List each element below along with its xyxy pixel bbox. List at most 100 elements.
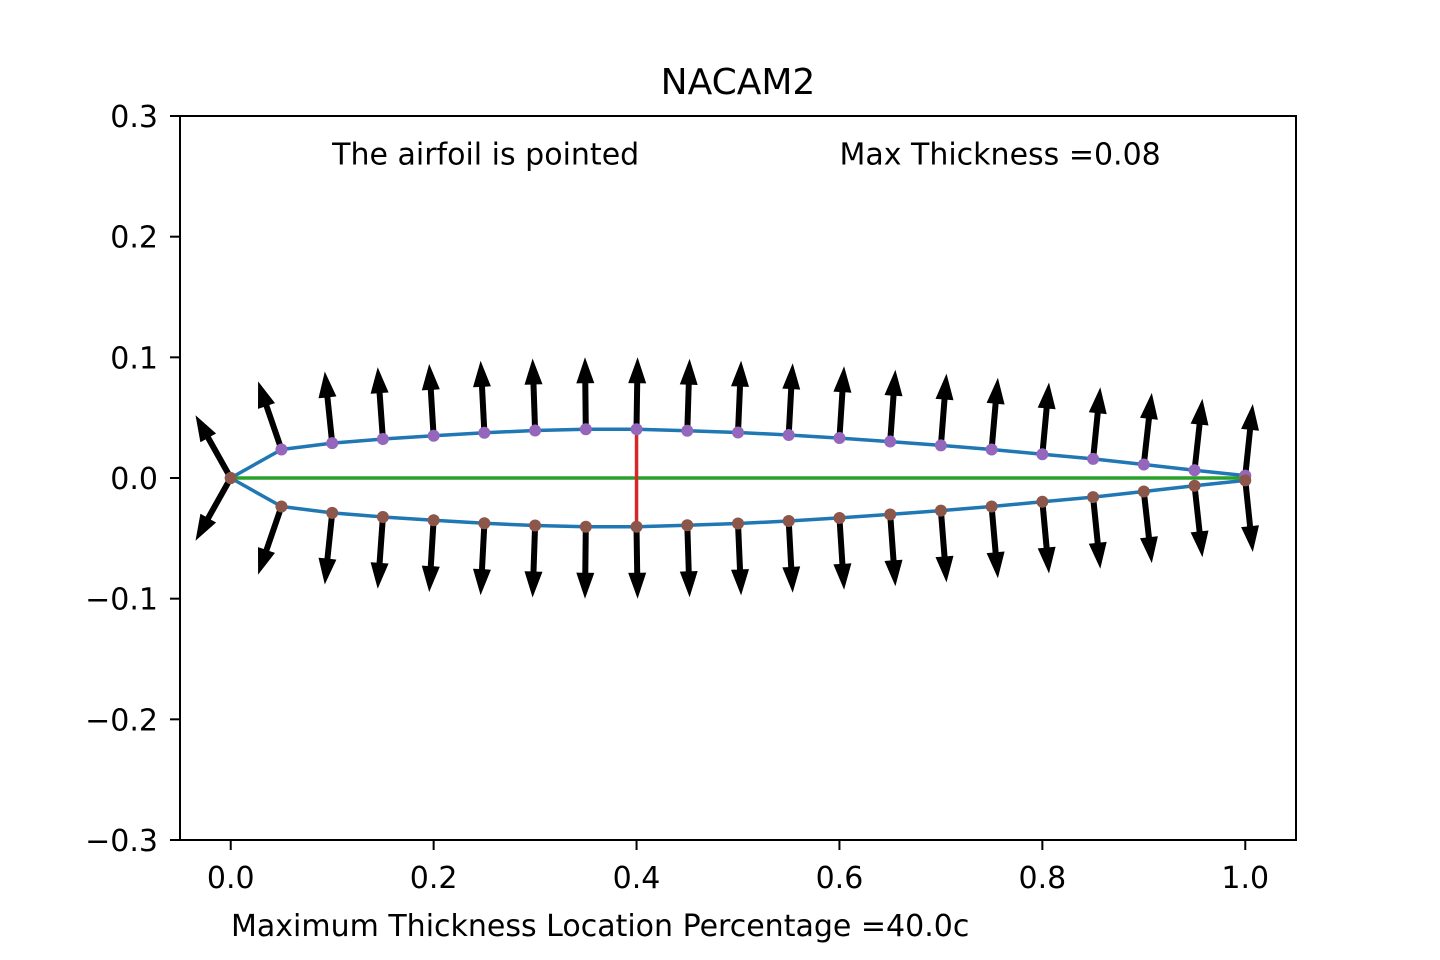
annotation-pointed: The airfoil is pointed bbox=[331, 137, 639, 172]
upper-point bbox=[732, 426, 744, 439]
upper-point bbox=[376, 433, 389, 446]
lower-point bbox=[1087, 491, 1100, 504]
upper-point bbox=[1036, 448, 1049, 461]
y-tick-label: 0.1 bbox=[110, 341, 158, 376]
lower-point bbox=[1137, 485, 1150, 498]
lower-point bbox=[833, 511, 846, 524]
lower-point bbox=[985, 500, 998, 513]
upper-point bbox=[275, 443, 288, 456]
lower-point bbox=[579, 520, 592, 533]
lower-point bbox=[732, 517, 744, 530]
upper-normal-arrow bbox=[524, 358, 543, 431]
lower-normal-arrow bbox=[833, 517, 852, 590]
upper-point bbox=[1188, 464, 1201, 477]
lower-normal-arrow bbox=[679, 525, 698, 598]
upper-normal-arrow bbox=[1037, 382, 1056, 455]
upper-normal-arrow bbox=[935, 373, 954, 446]
upper-normal-arrow bbox=[628, 357, 647, 430]
lower-point bbox=[376, 510, 389, 523]
upper-normal-arrow bbox=[679, 358, 698, 431]
lower-normal-arrow bbox=[628, 526, 647, 599]
y-tick-label: −0.3 bbox=[85, 824, 158, 859]
x-tick-label: 0.0 bbox=[207, 861, 255, 896]
axes: 0.0 0.2 0.4 0.6 0.8 1.0 0.3 0.2 0.1 0.0 −0.1 −0.2 −0… bbox=[85, 100, 1269, 896]
upper-normal-arrow bbox=[986, 377, 1005, 450]
lower-normal-arrow bbox=[1037, 501, 1056, 574]
upper-normal-arrow bbox=[833, 366, 852, 439]
upper-point bbox=[884, 435, 897, 448]
lower-normal-arrow bbox=[986, 506, 1005, 579]
upper-point bbox=[985, 443, 998, 456]
upper-point bbox=[833, 432, 846, 445]
lower-point bbox=[630, 520, 643, 533]
lower-normal-arrow bbox=[1241, 480, 1259, 552]
x-tick-label: 0.4 bbox=[613, 861, 661, 896]
upper-normal-arrow bbox=[258, 381, 285, 451]
upper-normal-arrow bbox=[731, 360, 749, 433]
lower-point bbox=[782, 514, 795, 527]
x-axis-label: Maximum Thickness Location Percentage =4… bbox=[231, 909, 969, 944]
y-tick-label: −0.1 bbox=[85, 583, 158, 618]
upper-normal-arrow bbox=[421, 363, 440, 436]
lower-normal-arrow bbox=[421, 520, 440, 593]
x-tick-label: 0.2 bbox=[410, 861, 458, 896]
upper-point bbox=[427, 429, 440, 442]
lower-normal-arrow bbox=[782, 520, 801, 593]
upper-point bbox=[934, 439, 947, 452]
lower-point bbox=[427, 514, 440, 527]
lower-normal-arrow bbox=[473, 523, 491, 596]
lower-point bbox=[1239, 474, 1252, 487]
upper-point bbox=[681, 424, 694, 437]
upper-normal-arrow bbox=[370, 367, 389, 440]
upper-normal-arrow bbox=[1241, 404, 1259, 476]
plot-area bbox=[195, 357, 1259, 599]
lower-normal-arrow bbox=[370, 516, 389, 589]
lower-normal-arrow bbox=[195, 476, 234, 541]
y-tick-label: −0.2 bbox=[85, 703, 158, 738]
upper-normal-arrow bbox=[884, 369, 903, 442]
y-tick-label: 0.0 bbox=[110, 462, 158, 497]
upper-point bbox=[326, 437, 339, 450]
lower-point bbox=[1036, 495, 1049, 508]
upper-point bbox=[782, 429, 795, 442]
chart-title: NACAM2 bbox=[661, 62, 816, 103]
x-tick-label: 1.0 bbox=[1221, 861, 1269, 896]
upper-normal-arrow bbox=[1190, 398, 1209, 471]
upper-point bbox=[1087, 452, 1100, 465]
upper-normal-arrow bbox=[576, 357, 595, 430]
lower-normal-arrow bbox=[258, 505, 285, 575]
lower-normal-arrow bbox=[731, 523, 749, 596]
x-tick-label: 0.8 bbox=[1019, 861, 1067, 896]
lower-normal-arrow bbox=[576, 526, 595, 599]
upper-normal-arrow bbox=[318, 371, 337, 444]
x-tick-label: 0.6 bbox=[816, 861, 864, 896]
lower-point bbox=[1188, 479, 1201, 492]
upper-point bbox=[478, 426, 491, 439]
lower-normal-arrow bbox=[935, 510, 954, 583]
lower-point bbox=[478, 517, 491, 530]
y-tick-label: 0.2 bbox=[110, 221, 158, 256]
y-tick-label: 0.3 bbox=[110, 100, 158, 135]
lower-point bbox=[275, 500, 288, 513]
lower-normal-arrow bbox=[884, 514, 903, 587]
lower-point bbox=[529, 519, 542, 532]
lower-normal-arrow bbox=[318, 512, 337, 585]
upper-normal-arrow bbox=[195, 415, 234, 480]
lower-point bbox=[326, 506, 339, 519]
lower-point bbox=[681, 519, 694, 532]
upper-point bbox=[630, 423, 643, 436]
upper-normal-arrow bbox=[782, 363, 801, 436]
upper-point bbox=[1137, 458, 1150, 471]
lower-normal-arrow bbox=[1140, 491, 1158, 564]
upper-normal-arrow bbox=[1140, 392, 1158, 465]
lower-normal-arrow bbox=[1088, 496, 1107, 569]
annotation-max-thickness: Max Thickness =0.08 bbox=[839, 137, 1160, 172]
lower-point bbox=[884, 508, 897, 521]
upper-point bbox=[579, 423, 592, 436]
lower-point bbox=[224, 472, 237, 484]
upper-normal-arrow bbox=[1088, 387, 1107, 460]
lower-point bbox=[934, 504, 947, 517]
lower-normal-arrow bbox=[524, 525, 543, 598]
lower-normal-arrow bbox=[1190, 485, 1209, 558]
